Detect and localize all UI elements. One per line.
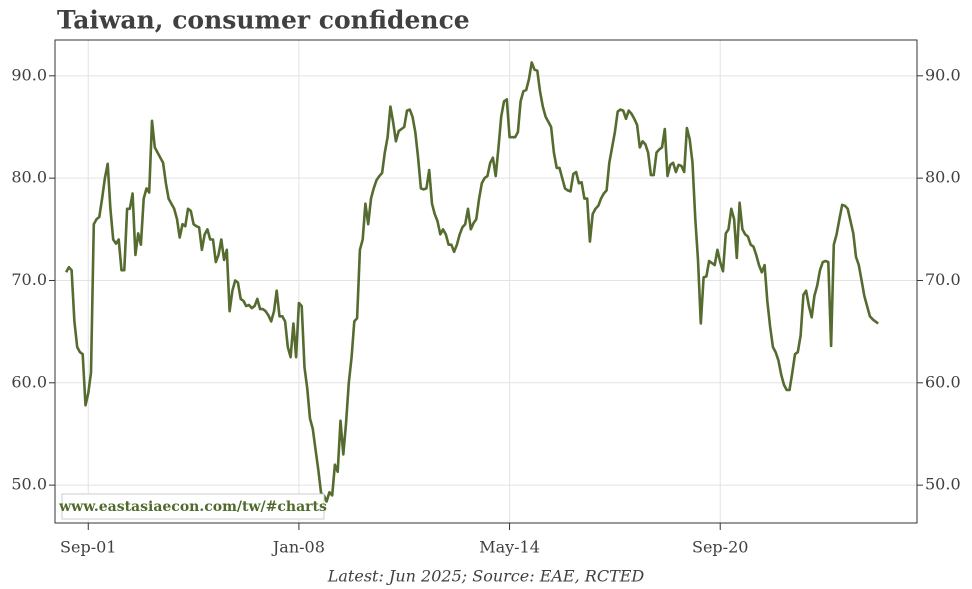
y2-tick-label: 70.0 xyxy=(925,270,961,289)
chart-title: Taiwan, consumer confidence xyxy=(57,6,470,35)
y-tick-label: 90.0 xyxy=(11,65,47,84)
y2-tick-label: 60.0 xyxy=(925,372,961,391)
y-tick-label: 80.0 xyxy=(11,168,47,187)
y2-tick-label: 50.0 xyxy=(925,475,961,494)
x-tick-label: Sep-20 xyxy=(692,538,748,557)
y2-tick-label: 90.0 xyxy=(925,65,961,84)
watermark: www.eastasiaecon.com/tw/#charts xyxy=(58,499,327,515)
source-note: Latest: Jun 2025; Source: EAE, RCTED xyxy=(327,567,645,586)
data-line xyxy=(64,61,879,503)
y-tick-label: 60.0 xyxy=(11,372,47,391)
y2-tick-label: 80.0 xyxy=(925,168,961,187)
y-tick-label: 70.0 xyxy=(11,270,47,289)
y-tick-label: 50.0 xyxy=(11,475,47,494)
plot-frame xyxy=(54,39,918,524)
x-tick-label: Sep-01 xyxy=(60,538,116,557)
x-tick-label: Jan-08 xyxy=(271,538,325,557)
x-tick-label: May-14 xyxy=(479,538,540,557)
watermark-box xyxy=(61,493,325,520)
